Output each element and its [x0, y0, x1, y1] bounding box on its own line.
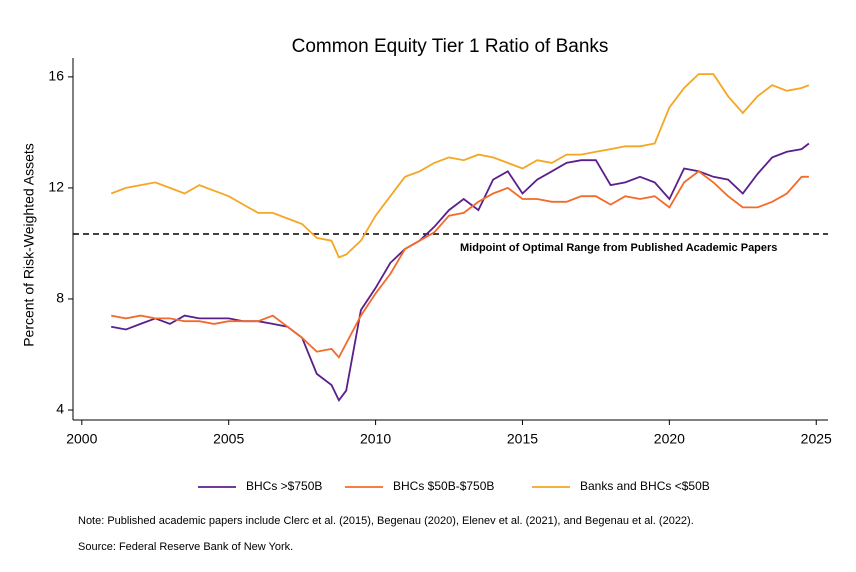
- legend-label: Banks and BHCs <$50B: [580, 479, 710, 493]
- chart-title: Common Equity Tier 1 Ratio of Banks: [292, 36, 609, 57]
- series-line: [111, 142, 810, 403]
- y-tick-label: 8: [56, 290, 64, 306]
- legend-label: BHCs >$750B: [246, 479, 322, 493]
- x-tick-label: 2020: [654, 431, 685, 447]
- x-tick-label: 2000: [66, 431, 97, 447]
- x-tick-label: 2025: [801, 431, 832, 447]
- y-tick-label: 4: [56, 401, 64, 417]
- series-line: [110, 73, 810, 259]
- series-line: [111, 170, 809, 359]
- reference-label: Midpoint of Optimal Range from Published…: [460, 242, 777, 254]
- note: Source: Federal Reserve Bank of New York…: [78, 541, 293, 553]
- y-tick-label: 12: [48, 179, 64, 195]
- x-tick-label: 2005: [213, 431, 244, 447]
- note: Note: Published academic papers include …: [78, 515, 694, 527]
- y-tick-label: 16: [48, 68, 64, 84]
- y-axis-label: Percent of Risk-Weighted Assets: [21, 143, 37, 347]
- legend-label: BHCs $50B-$750B: [393, 479, 494, 493]
- x-tick-label: 2010: [360, 431, 391, 447]
- x-tick-label: 2015: [507, 431, 538, 447]
